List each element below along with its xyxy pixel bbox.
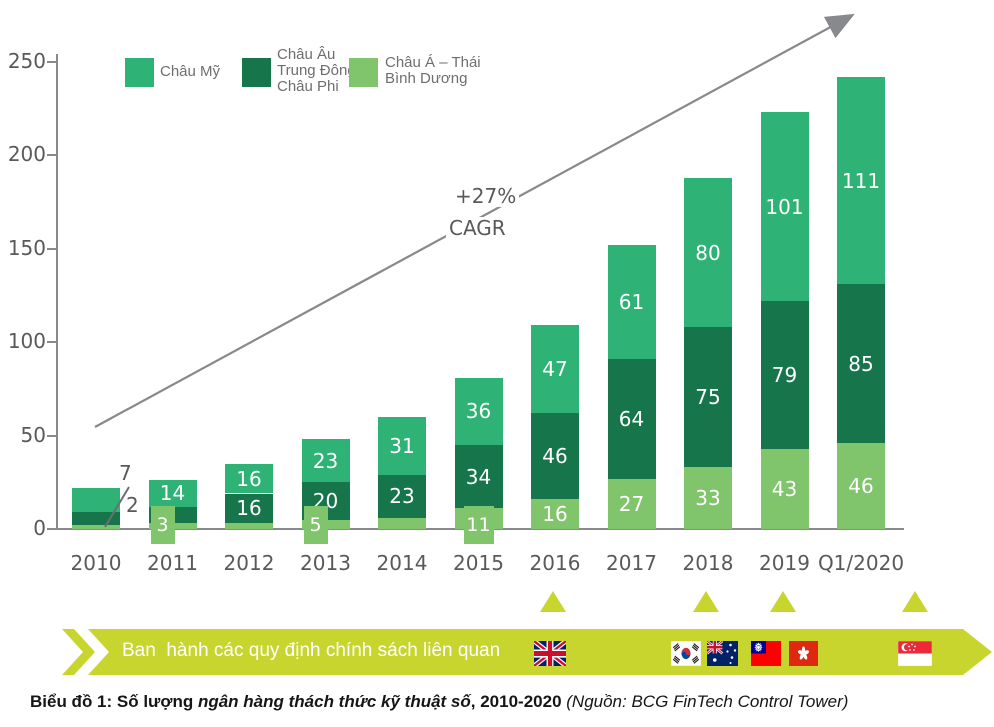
y-axis-line [56,54,58,530]
y-axis-tick-mark [47,247,56,250]
caption-italic-title: ngân hàng thách thức kỹ thuật số [197,692,471,711]
y-axis-tick-mark [47,528,56,530]
y-axis-tick-label: 50 [20,422,46,447]
policy-marker-2016 [540,591,566,612]
bar-value-chip-2011: 3 [150,506,175,544]
bar-segment-2018-s2: 33 [684,467,732,529]
bar-segment-2015-s1: 34 [454,444,503,509]
flag-singapore [897,640,933,667]
bar-segment-Q12020-s2: 46 [837,443,885,529]
chart-caption: Biểu đồ 1: Số lượng ngân hàng thách thức… [30,692,990,712]
x-axis-label-Q12020: Q1/2020 [817,551,905,575]
bar-value-label: 23 [312,448,339,473]
flag-south-korea [670,640,702,667]
y-axis-tick-label: 250 [7,49,46,73]
bar-segment-2010-s2 [72,525,120,529]
bar-value-chip-2013: 5 [303,506,328,544]
x-axis-label-2012: 2012 [223,551,275,575]
bar-segment-2014-s2 [378,517,426,529]
y-axis-tick-label: 100 [7,329,46,354]
bar-value-label: 46 [542,444,568,469]
bar-value-chip-2015: 11 [463,506,494,544]
y-axis-tick-label: 150 [7,235,46,260]
bar-value-label: 27 [618,491,645,516]
bar-value-label: 31 [389,433,415,458]
bar-segment-2017-s2: 27 [607,478,656,529]
bar-value-label: 111 [841,168,881,193]
x-axis-label-2014: 2014 [376,551,428,575]
bar-segment-2016-s2: 16 [531,499,579,529]
x-axis-label-2017: 2017 [606,551,657,575]
flag-united-kingdom [532,638,568,669]
flag-australia [706,640,738,666]
y-axis-tick-mark [47,154,56,157]
bar-value-label: 14 [159,481,186,506]
y-axis-tick-label: 200 [7,142,46,167]
x-axis-label-2015: 2015 [453,551,504,575]
caption-source: (Nguồn: BCG FinTech Control Tower) [566,692,849,711]
flag-hong-kong [789,641,818,666]
y-axis-tick-mark [47,61,56,63]
caption-prefix: Biểu đồ 1: Số lượng [30,692,198,711]
y-axis-tick-label: 0 [33,516,46,540]
bar-segment-2012-s0: 16 [225,463,273,494]
policy-banner-label: Ban hành các quy định chính sách liên qu… [122,640,501,661]
x-axis-label-2011: 2011 [147,551,198,575]
policy-marker-Q12020 [902,591,928,612]
y-axis-tick-mark [47,434,56,437]
caption-suffix: , 2010-2020 [470,692,567,711]
policy-marker-2019 [770,591,796,612]
policy-marker-2018 [693,591,719,612]
flag-taiwan [751,641,781,666]
bar-segment-2012-s2 [225,523,273,529]
bar-value-label: 16 [236,496,262,521]
bar-value-label: 46 [848,474,874,499]
bar-value-label: 43 [771,476,798,501]
x-axis-label-2013: 2013 [300,551,351,575]
bar-value-label: 33 [695,486,721,511]
x-axis-label-2018: 2018 [682,551,734,575]
bar-value-label: 34 [465,464,492,489]
bar-segment-2014-s1: 23 [378,474,426,518]
y-axis-tick-mark [47,341,56,344]
x-axis-label-2010: 2010 [70,551,122,575]
bar-segment-2012-s1: 16 [225,493,273,524]
bar-value-label: 16 [542,502,568,527]
bar-value-label: 23 [389,484,415,509]
callout-2010-emea: 7 [119,461,132,485]
bar-segment-2011-s0: 14 [148,480,197,507]
bar-segment-2019-s2: 43 [760,448,809,529]
bar-value-label: 16 [236,466,262,491]
bar-segment-2013-s0: 23 [301,439,350,483]
bar-value-label: 85 [848,351,874,376]
x-axis-label-2019: 2019 [759,551,810,575]
bar-value-label: 20 [312,488,339,513]
x-axis-label-2016: 2016 [529,551,581,575]
